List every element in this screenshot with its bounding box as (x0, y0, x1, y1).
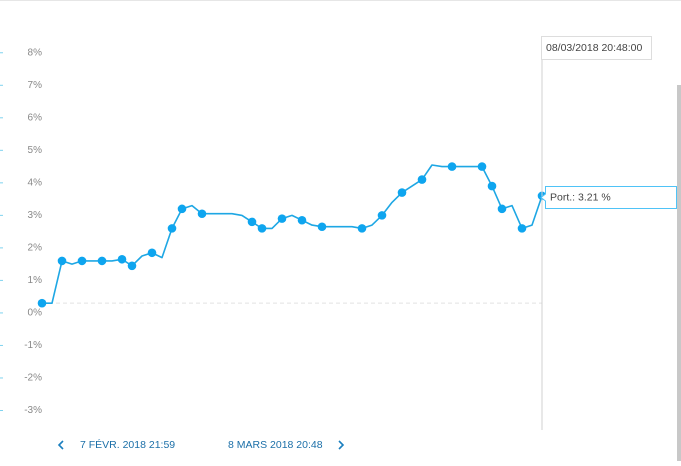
point (517, 224, 527, 233)
point (117, 254, 127, 264)
point (297, 215, 307, 225)
point (397, 188, 407, 197)
y-tick-label: 4% (28, 177, 43, 188)
point (497, 204, 507, 214)
point (417, 175, 427, 184)
prev-arrow[interactable] (57, 440, 64, 450)
plot: 8% 7% 6% 5% 4% 3% 2% 1% 0% -1% -2% -3% (0, 47, 547, 416)
tooltip-box (540, 186, 677, 209)
point (167, 224, 177, 233)
range-start: 7 FÉVR. 2018 21:59 (80, 438, 175, 451)
y-tick-label: 1% (28, 275, 43, 286)
y-tick-label: 3% (28, 210, 43, 221)
scrollbar (677, 85, 681, 461)
point (37, 298, 47, 308)
point (77, 256, 87, 266)
y-tick-label: 0% (28, 308, 43, 319)
point (97, 256, 107, 266)
tooltip-text: Port.: 3.21 % (550, 191, 611, 203)
series-line (42, 164, 543, 304)
point (377, 211, 387, 220)
point (447, 162, 457, 171)
point (127, 261, 137, 271)
point (477, 162, 487, 171)
point (147, 248, 157, 258)
point (487, 181, 497, 191)
next-arrow[interactable] (338, 440, 345, 450)
cursor-box (541, 36, 652, 60)
point (257, 224, 267, 233)
y-tick-label: 8% (28, 47, 43, 58)
point (277, 214, 287, 223)
y-tick-label: -3% (24, 405, 42, 416)
y-tick-label: 5% (28, 145, 43, 156)
cursor-label: 08/03/2018 20:48:00 (546, 42, 643, 54)
y-tick-label: 2% (28, 243, 43, 254)
point (357, 224, 367, 233)
y-tick-label: 7% (28, 80, 43, 91)
point (197, 209, 207, 219)
point (177, 204, 187, 214)
y-tick-label: -1% (24, 340, 42, 351)
point (247, 217, 257, 227)
range-end: 8 MARS 2018 20:48 (228, 439, 323, 451)
point (57, 256, 67, 266)
y-tick-label: 6% (28, 112, 43, 123)
y-tick-label: -2% (24, 373, 42, 384)
point (317, 222, 327, 232)
